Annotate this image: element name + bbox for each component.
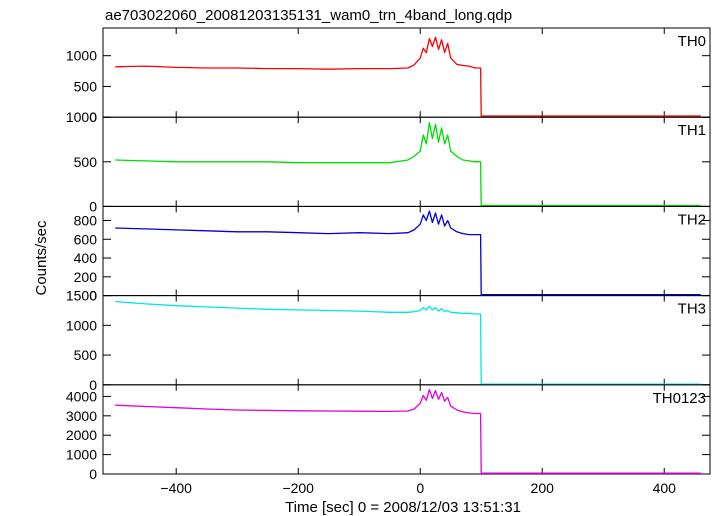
y-tick-label: 1500 [66,288,97,304]
series-label: TH0 [678,33,706,50]
series-line-th2 [115,210,701,296]
panel-frame [102,27,711,118]
series-line-th3 [115,300,701,385]
y-tick-label: 500 [74,78,98,94]
series-line-th1 [115,121,701,207]
panel-frame [102,295,711,386]
series-label: TH3 [678,301,706,318]
y-tick-label: 400 [74,250,98,266]
y-tick-label: 500 [74,154,98,170]
y-tick-label: 1000 [66,317,97,333]
y-tick-label: 1000 [66,447,97,463]
y-tick-label: 1000 [66,48,97,64]
y-tick-label: 0 [89,198,97,214]
y-tick-label: 2000 [66,427,97,443]
chart-panels: 0 500 1000 TH0 0 500 1000 TH1 0 200 400 600 800 TH2 0 5… [66,27,711,496]
panel-th0: 0 500 1000 TH0 [66,27,711,125]
y-tick-label: 500 [74,347,98,363]
panel-th0123: 0 1000 2000 3000 4000 TH0123 [66,384,711,482]
series-line-th0123 [115,388,701,474]
y-tick-label: 800 [74,212,98,228]
y-tick-label: 1000 [66,109,97,125]
y-tick-label: 600 [74,231,98,247]
x-tick-label: 200 [531,480,555,496]
series-label: TH2 [678,211,706,228]
x-tick-label: −400 [160,480,192,496]
y-tick-label: 0 [89,288,97,304]
y-axis-label: Counts/sec [33,220,50,296]
panel-th1: 0 500 1000 TH1 [66,109,711,214]
y-tick-label: 0 [89,109,97,125]
series-label: TH0123 [653,390,706,407]
series-line-th0 [115,36,701,117]
panel-frame [102,384,711,475]
x-tick-label: 0 [416,480,424,496]
panel-frame [102,205,711,297]
chart-title: ae703022060_20081203135131_wam0_trn_4ban… [105,7,512,24]
y-tick-label: 200 [74,269,98,285]
x-tick-label: 400 [653,480,677,496]
x-axis-label: Time [sec] 0 = 2008/12/03 13:51:31 [285,499,521,516]
y-tick-label: 0 [89,466,97,482]
y-tick-label: 0 [89,377,97,393]
panel-th2: 0 200 400 600 800 TH2 [74,205,711,304]
panel-th3: 0 500 1000 1500 TH3 [66,288,711,393]
y-tick-label: 3000 [66,408,97,424]
x-tick-label: −200 [282,480,314,496]
series-label: TH1 [678,122,706,139]
y-tick-label: 4000 [66,388,97,404]
